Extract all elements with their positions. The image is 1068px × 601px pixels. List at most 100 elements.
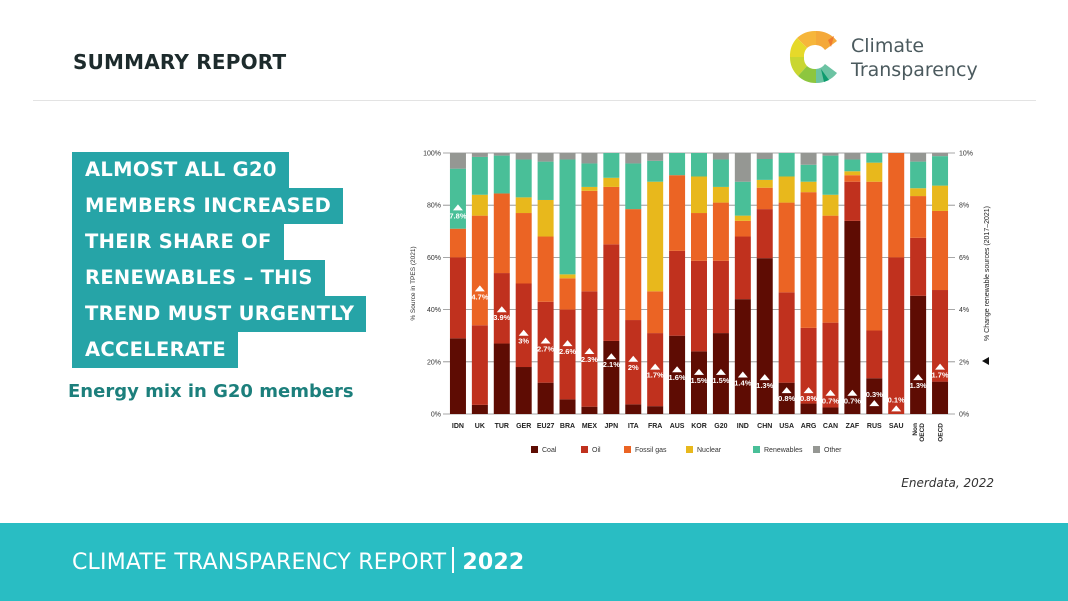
bar-segment-other [493, 153, 510, 156]
y-tick-label: 0% [431, 412, 441, 419]
legend-swatch [624, 446, 631, 453]
bar-segment-oil [559, 309, 576, 400]
bar-segment-nuclear [712, 186, 729, 203]
x-tick-label: CAN [823, 423, 838, 430]
headline: ALMOST ALL G20 MEMBERS INCREASED THEIR S… [72, 152, 367, 368]
bar-segment-coal [844, 220, 861, 414]
y-tick-label: 100% [423, 151, 441, 158]
logo-line-2: Transparency [851, 59, 978, 81]
x-tick-label: SAU [889, 423, 904, 430]
renewable-change-label: 1.4% [734, 378, 751, 387]
triangle-up-icon [781, 387, 792, 394]
bar-segment-fossil-gas [888, 153, 905, 258]
bar-segment-coal [691, 351, 707, 414]
x-tick-label: UK [475, 423, 485, 430]
y-tick-label: 20% [427, 359, 441, 366]
bar-segment-renewables [669, 153, 686, 176]
bar-segment-other [559, 153, 576, 160]
bar-segment-other [647, 153, 664, 161]
bar-segment-coal [910, 295, 927, 414]
legend-label: Other [824, 447, 842, 454]
renewable-change-label: 1.3% [756, 381, 773, 390]
renewable-change-label: 2.1% [603, 360, 620, 369]
bar-segment-other [910, 153, 927, 162]
bar-segment-oil [712, 260, 729, 334]
x-tick-label: TUR [495, 423, 509, 430]
bar-segment-nuclear [647, 181, 664, 292]
renewable-change-label: 0.8% [800, 394, 817, 403]
bar-segment-other [537, 153, 554, 162]
legend-swatch [753, 446, 760, 453]
footer-bar: CLIMATE TRANSPARENCY REPORT 2022 [0, 523, 1068, 601]
bar-segment-oil [756, 209, 773, 259]
bar-segment-renewables [537, 161, 554, 200]
y2-axis-title: % Change renewable sources (2017–2021) [984, 206, 991, 341]
footer-separator [452, 547, 455, 573]
bar-segment-fossil-gas [822, 215, 839, 323]
bar-segment-coal [449, 338, 466, 414]
bar-segment-fossil-gas [778, 202, 795, 293]
triangle-up-icon [825, 389, 836, 396]
bar-segment-renewables [844, 159, 861, 172]
bar-segment-oil [932, 290, 949, 382]
chart-subtitle: Energy mix in G20 members [68, 381, 354, 402]
bar-segment-renewables [449, 168, 466, 229]
y2-tick-label: 4% [959, 307, 969, 314]
y2-tick-label: 2% [959, 359, 969, 366]
y-tick-label: 40% [427, 307, 441, 314]
bar-segment-fossil-gas [449, 228, 466, 258]
bar-segment-other [800, 153, 817, 165]
bar-segment-renewables [603, 153, 620, 178]
bar-segment-coal [537, 382, 554, 414]
renewable-change-label: 3% [518, 337, 529, 346]
bar-segment-coal [625, 404, 642, 414]
bar-segment-coal [493, 343, 510, 414]
bar-segment-oil [691, 260, 707, 352]
legend-swatch [531, 446, 538, 453]
bar-segment-fossil-gas [800, 192, 817, 328]
bar-segment-nuclear [515, 197, 532, 214]
renewable-change-label: 0.3% [866, 390, 883, 399]
bar-segment-coal [932, 381, 949, 414]
legend: Coal Oil Fossil gas Nuclear Renewables Other [531, 446, 842, 454]
bar-segment-nuclear [800, 181, 817, 193]
bar-segment-other [712, 153, 729, 160]
bar-segment-renewables [493, 155, 510, 194]
y2-axis-marker-icon [982, 357, 989, 365]
source-citation: Enerdata, 2022 [901, 476, 994, 490]
bar-segment-fossil-gas [559, 278, 576, 310]
x-tick-label: KOR [691, 423, 707, 430]
x-tick-label: EU27 [537, 423, 555, 430]
renewable-change-label: 0.8% [778, 394, 795, 403]
bar-segment-renewables [822, 155, 839, 195]
bar-segment-coal [647, 406, 664, 414]
bars [449, 153, 949, 414]
bar-segment-oil [449, 257, 466, 339]
bar-segment-renewables [647, 160, 664, 182]
bar-segment-coal [471, 404, 488, 414]
bar-segment-fossil-gas [712, 202, 729, 261]
bar-segment-nuclear [537, 199, 554, 237]
legend-label: Fossil gas [635, 447, 667, 454]
bar-segment-renewables [756, 159, 773, 180]
triangle-up-icon [628, 355, 639, 362]
triangle-up-icon [540, 337, 551, 344]
bar-segment-renewables [559, 159, 576, 275]
bar-segment-oil [669, 250, 686, 336]
bar-segment-other [844, 153, 861, 160]
bar-segment-fossil-gas [493, 193, 510, 274]
headline-line: ACCELERATE [72, 332, 238, 368]
footer-year: 2022 [462, 550, 525, 575]
bar-segment-coal [581, 406, 598, 414]
bar-segment-nuclear [844, 171, 861, 176]
x-tick-label: GER [516, 423, 531, 430]
legend-label: Renewables [764, 447, 803, 454]
x-tick-label: IDN [452, 423, 464, 430]
bar-segment-other [625, 153, 642, 164]
y2-tick-label: 0% [959, 412, 969, 419]
bar-segment-other [515, 153, 532, 160]
bar-segment-oil [844, 181, 861, 221]
renewable-change-label: 1.5% [712, 376, 729, 385]
bar-segment-renewables [691, 153, 707, 177]
logo-line-1: Climate [851, 35, 925, 57]
